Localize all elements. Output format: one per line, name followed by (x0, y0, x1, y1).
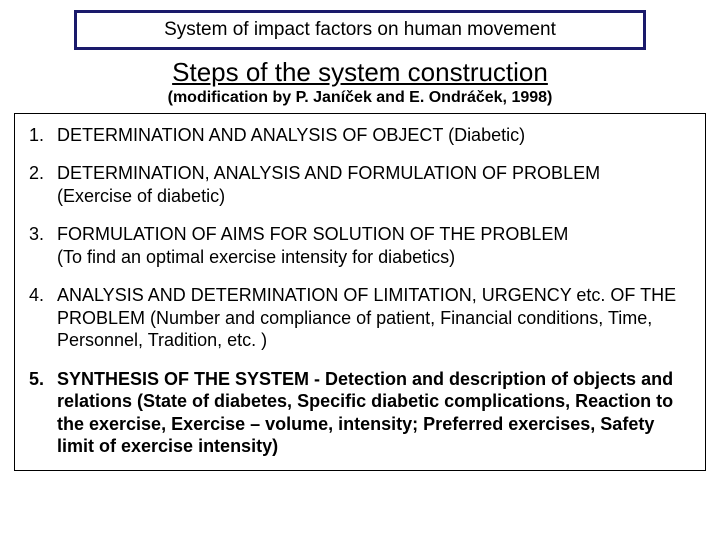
step-number: 2. (29, 162, 57, 207)
step-item: 5. SYNTHESIS OF THE SYSTEM - Detection a… (29, 368, 691, 458)
step-text: DETERMINATION, ANALYSIS AND FORMULATION … (57, 162, 691, 207)
step-item: 1. DETERMINATION AND ANALYSIS OF OBJECT … (29, 124, 691, 147)
subtitle-block: Steps of the system construction (modifi… (14, 58, 706, 107)
step-text: FORMULATION OF AIMS FOR SOLUTION OF THE … (57, 223, 691, 268)
step-text: SYNTHESIS OF THE SYSTEM - Detection and … (57, 368, 691, 458)
title-box: System of impact factors on human moveme… (74, 10, 646, 50)
step-main: FORMULATION OF AIMS FOR SOLUTION OF THE … (57, 224, 568, 244)
step-number: 4. (29, 284, 57, 352)
page-title: System of impact factors on human moveme… (164, 19, 556, 40)
step-tail: (State of diabetes, Specific diabetic co… (57, 391, 673, 456)
step-number: 3. (29, 223, 57, 268)
step-item: 4. ANALYSIS AND DETERMINATION OF LIMITAT… (29, 284, 691, 352)
steps-container: 1. DETERMINATION AND ANALYSIS OF OBJECT … (14, 113, 706, 471)
step-detail: (To find an optimal exercise intensity f… (57, 247, 455, 267)
subtitle: Steps of the system construction (172, 58, 548, 87)
step-detail: (Exercise of diabetic) (57, 186, 225, 206)
modification-note: (modification by P. Janíček and E. Ondrá… (54, 89, 666, 107)
step-number: 1. (29, 124, 57, 147)
step-text: DETERMINATION AND ANALYSIS OF OBJECT (Di… (57, 124, 691, 147)
step-number: 5. (29, 368, 57, 458)
step-item: 2. DETERMINATION, ANALYSIS AND FORMULATI… (29, 162, 691, 207)
step-item: 3. FORMULATION OF AIMS FOR SOLUTION OF T… (29, 223, 691, 268)
step-main: DETERMINATION, ANALYSIS AND FORMULATION … (57, 163, 600, 183)
step-text: ANALYSIS AND DETERMINATION OF LIMITATION… (57, 284, 691, 352)
